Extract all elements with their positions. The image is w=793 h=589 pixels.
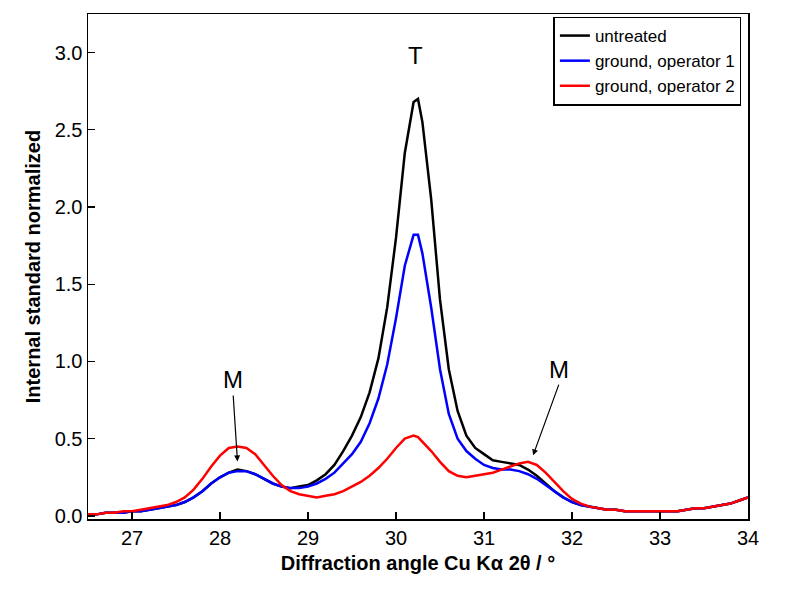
svg-text:27: 27 xyxy=(121,527,143,549)
svg-text:28: 28 xyxy=(209,527,231,549)
svg-text:M: M xyxy=(223,366,243,393)
svg-text:ground, operator 1: ground, operator 1 xyxy=(595,52,735,71)
svg-text:33: 33 xyxy=(649,527,671,549)
svg-text:29: 29 xyxy=(297,527,319,549)
svg-text:M: M xyxy=(549,356,569,383)
svg-text:Diffraction angle Cu Kα 2θ / °: Diffraction angle Cu Kα 2θ / ° xyxy=(281,552,555,574)
svg-text:0.0: 0.0 xyxy=(55,505,83,527)
svg-text:3.0: 3.0 xyxy=(55,42,83,64)
svg-text:1.0: 1.0 xyxy=(55,350,83,372)
svg-text:34: 34 xyxy=(737,527,759,549)
svg-text:32: 32 xyxy=(561,527,583,549)
svg-text:untreated: untreated xyxy=(595,27,667,46)
svg-text:ground, operator 2: ground, operator 2 xyxy=(595,77,735,96)
svg-text:0.5: 0.5 xyxy=(55,428,83,450)
svg-text:Internal standard normalized: Internal standard normalized xyxy=(22,130,44,403)
svg-text:2.0: 2.0 xyxy=(55,196,83,218)
svg-text:T: T xyxy=(408,42,423,69)
svg-text:30: 30 xyxy=(385,527,407,549)
svg-text:1.5: 1.5 xyxy=(55,273,83,295)
svg-text:2.5: 2.5 xyxy=(55,119,83,141)
svg-text:31: 31 xyxy=(473,527,495,549)
